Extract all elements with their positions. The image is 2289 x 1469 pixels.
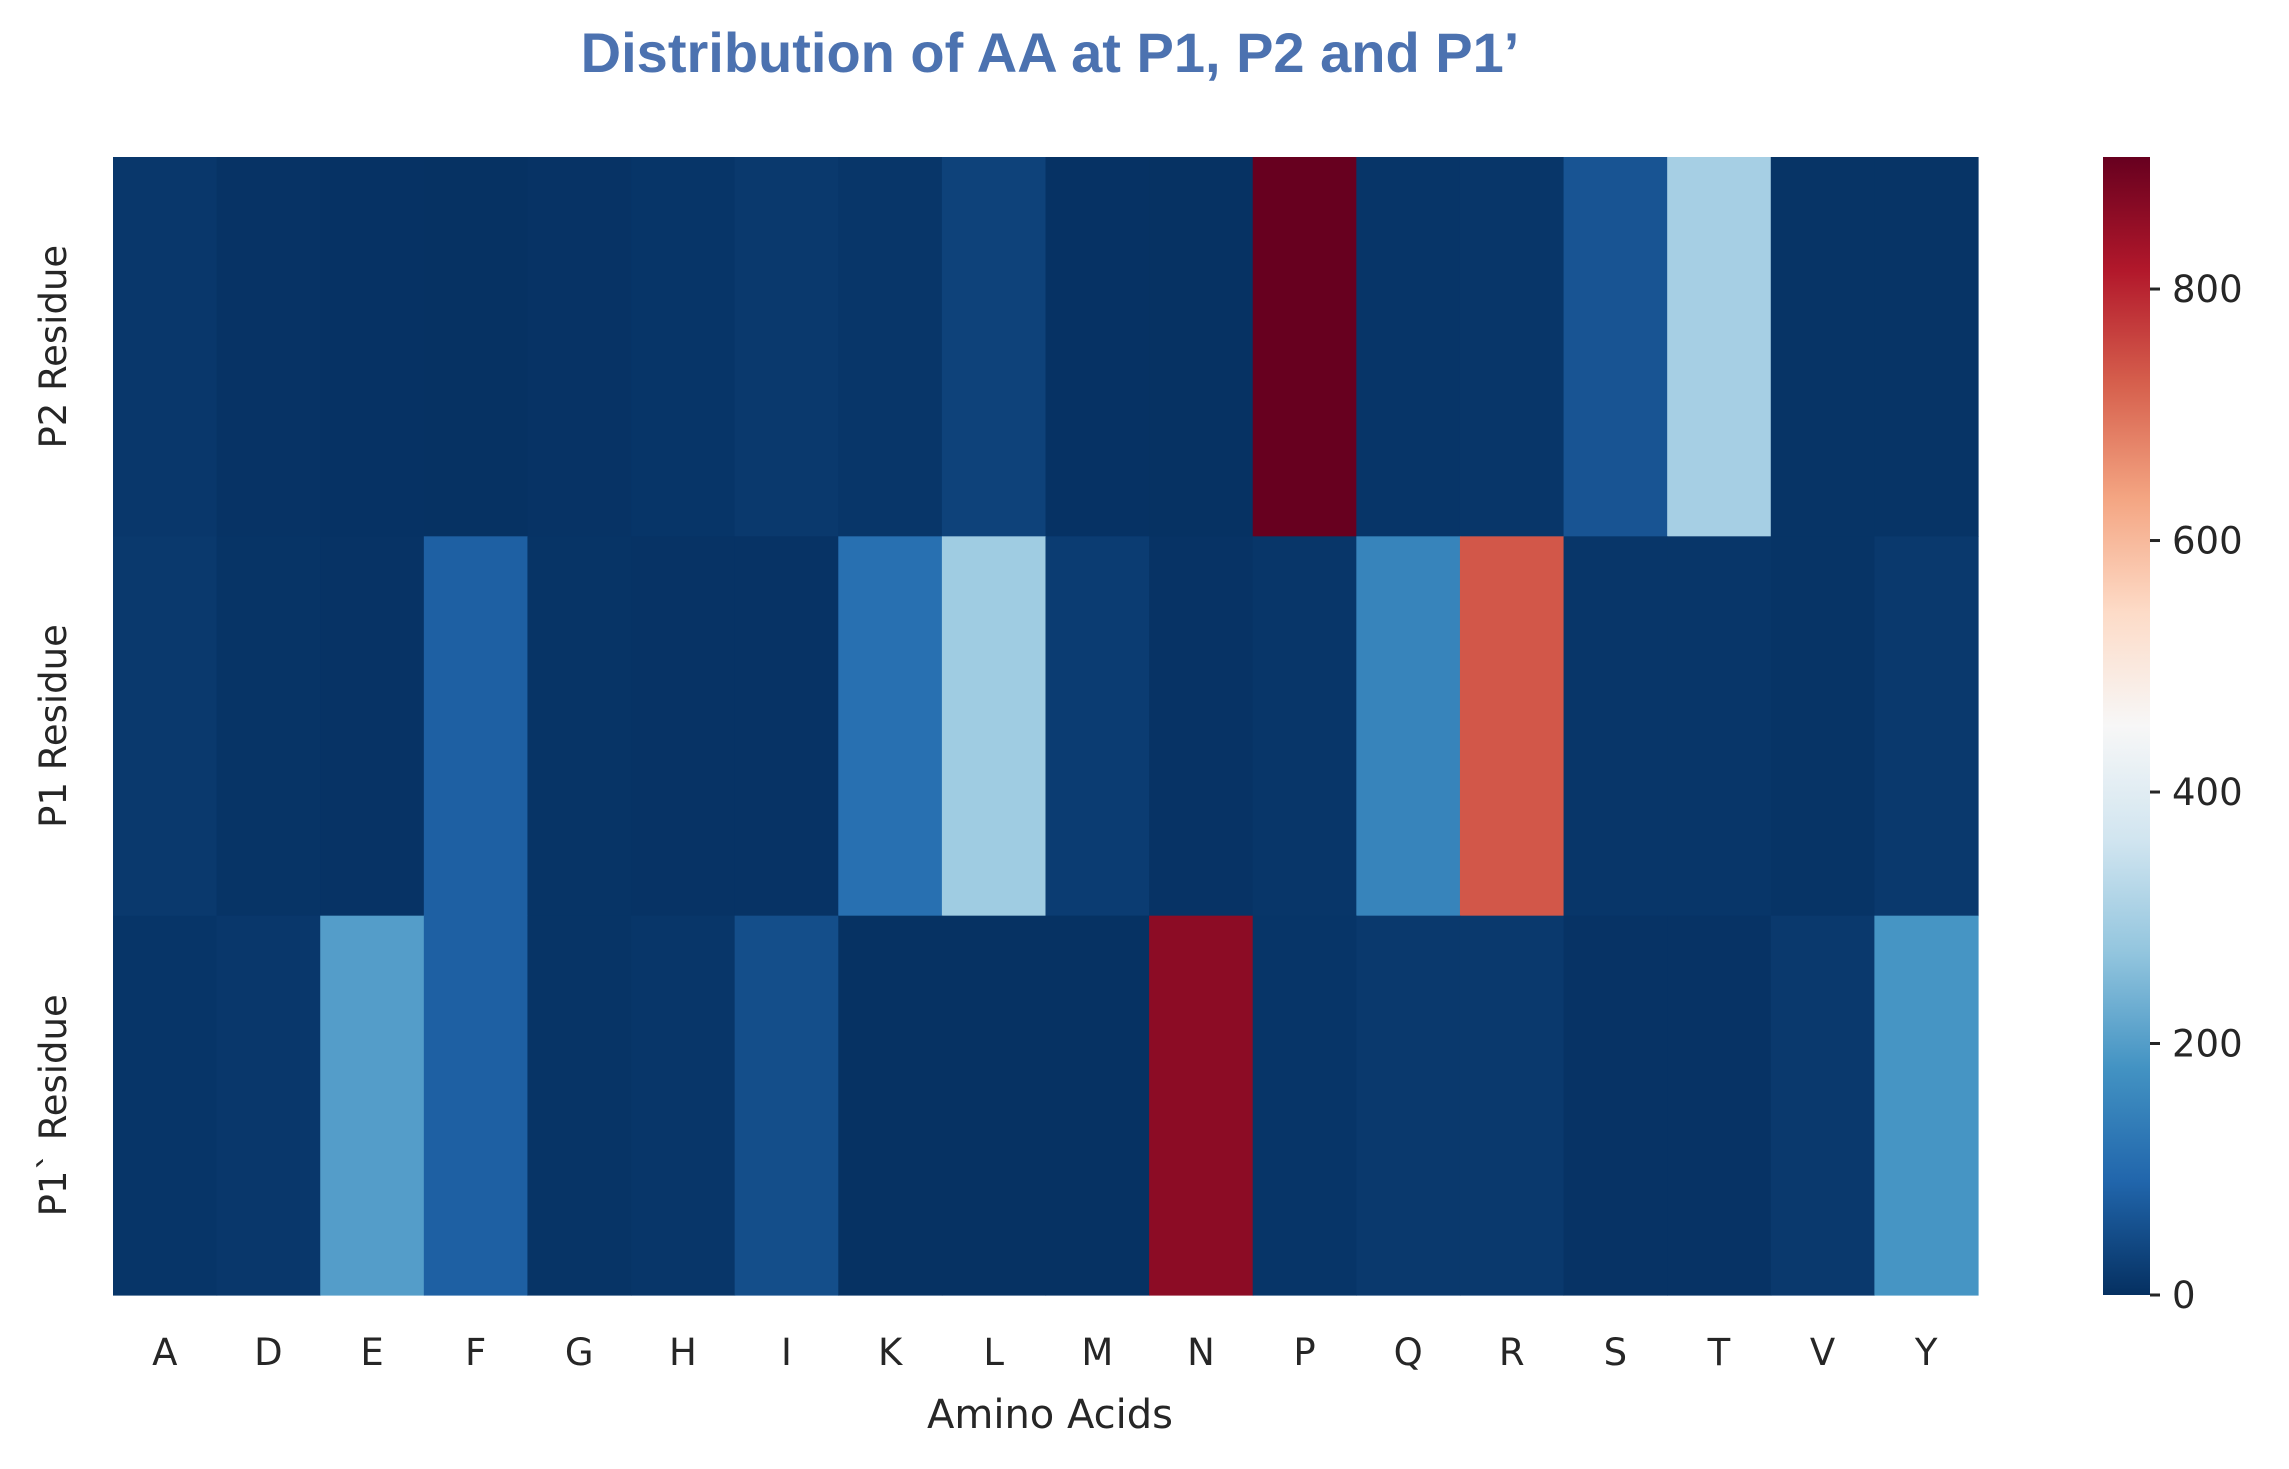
x-tick-label: D <box>254 1331 283 1374</box>
heatmap-cell-p1prime-m <box>1045 915 1150 1296</box>
colorbar-tick-label: 200 <box>2172 1023 2243 1066</box>
heatmap-cell-p2-s <box>1563 157 1668 537</box>
x-tick-label: G <box>565 1331 594 1374</box>
heatmap-cell-p2-t <box>1667 157 1772 537</box>
heatmap-cell-p2-q <box>1356 157 1461 537</box>
x-tick-label: N <box>1187 1331 1215 1374</box>
x-tick-label: T <box>1707 1331 1731 1374</box>
colorbar-tick-label: 600 <box>2172 520 2243 563</box>
heatmap-cell-p2-m <box>1045 157 1150 537</box>
heatmap-cell-p1prime-i <box>734 915 839 1296</box>
x-tick-label: Q <box>1394 1331 1423 1374</box>
heatmap-cell-p2-p <box>1252 157 1357 537</box>
heatmap-cell-p1prime-d <box>216 915 321 1296</box>
x-tick-label: I <box>781 1331 792 1374</box>
heatmap-cell-p1-h <box>631 536 736 917</box>
heatmap-cells <box>113 157 1979 1296</box>
heatmap-cell-p2-e <box>320 157 425 537</box>
heatmap-cell-p1prime-y <box>1874 915 1979 1296</box>
heatmap-cell-p1prime-a <box>113 915 218 1296</box>
x-tick-label: A <box>152 1331 177 1374</box>
colorbar <box>2103 157 2150 1295</box>
heatmap-cell-p1-v <box>1770 536 1875 917</box>
heatmap-cell-p1prime-l <box>941 915 1047 1296</box>
heatmap-cell-p1prime-t <box>1667 915 1772 1296</box>
heatmap-cell-p2-n <box>1149 157 1254 537</box>
heatmap-cell-p1prime-f <box>423 915 529 1296</box>
heatmap-cell-p1-s <box>1563 536 1668 917</box>
y-tick-labels: P2 Residue P1 Residue P1` Residue <box>32 245 75 1217</box>
heatmap-cell-p1-m <box>1045 536 1150 917</box>
heatmap-cell-p1prime-p <box>1252 915 1357 1296</box>
x-tick-label: F <box>465 1331 486 1374</box>
x-tick-label: H <box>669 1331 697 1374</box>
heatmap-cell-p2-f <box>423 157 529 537</box>
heatmap-cell-p1-d <box>216 536 321 917</box>
chart-title: Distribution of AA at P1, P2 and P1’ <box>581 21 1520 84</box>
x-tick-label: Y <box>1914 1331 1938 1374</box>
heatmap-cell-p1prime-n <box>1149 915 1254 1296</box>
heatmap-cell-p1-i <box>734 536 839 917</box>
heatmap-cell-p2-r <box>1459 157 1565 537</box>
heatmap-cell-p1-g <box>527 536 632 917</box>
heatmap-cell-p1-q <box>1356 536 1461 917</box>
heatmap-cell-p2-g <box>527 157 632 537</box>
heatmap-cell-p1prime-q <box>1356 915 1461 1296</box>
colorbar-tick-label: 800 <box>2172 268 2243 311</box>
heatmap-cell-p1prime-h <box>631 915 736 1296</box>
heatmap-cell-p1prime-g <box>527 915 632 1296</box>
heatmap-cell-p1prime-k <box>838 915 943 1296</box>
heatmap-cell-p1prime-r <box>1459 915 1565 1296</box>
heatmap-cell-p1-r <box>1459 536 1565 917</box>
heatmap-cell-p1-l <box>941 536 1047 917</box>
heatmap-cell-p1-a <box>113 536 218 917</box>
colorbar-tick-label: 400 <box>2172 771 2243 814</box>
y-tick-label: P2 Residue <box>32 245 75 449</box>
heatmap-cell-p2-v <box>1770 157 1875 537</box>
heatmap-cell-p1-e <box>320 536 425 917</box>
colorbar-tick-label: 0 <box>2172 1274 2196 1317</box>
x-tick-label: S <box>1604 1331 1628 1374</box>
heatmap-cell-p1-p <box>1252 536 1357 917</box>
y-tick-label: P1 Residue <box>32 624 75 828</box>
heatmap-cell-p2-l <box>941 157 1047 537</box>
x-tick-label: L <box>983 1331 1004 1374</box>
heatmap-cell-p2-a <box>113 157 218 537</box>
heatmap-cell-p1prime-e <box>320 915 425 1296</box>
x-tick-label: V <box>1810 1331 1835 1374</box>
heatmap-cell-p1-t <box>1667 536 1772 917</box>
heatmap-cell-p2-k <box>838 157 943 537</box>
x-tick-label: K <box>878 1331 904 1374</box>
heatmap-cell-p2-d <box>216 157 321 537</box>
heatmap-cell-p2-i <box>734 157 839 537</box>
heatmap-cell-p1-k <box>838 536 943 917</box>
y-tick-label: P1` Residue <box>32 994 75 1216</box>
x-tick-label: E <box>360 1331 383 1374</box>
heatmap-cell-p1-f <box>423 536 529 917</box>
heatmap-cell-p2-y <box>1874 157 1979 537</box>
heatmap-cell-p1-n <box>1149 536 1254 917</box>
heatmap-cell-p1prime-s <box>1563 915 1668 1296</box>
heatmap-cell-p1prime-v <box>1770 915 1875 1296</box>
heatmap-cell-p1-y <box>1874 536 1979 917</box>
x-tick-label: P <box>1293 1331 1315 1374</box>
x-tick-label: R <box>1499 1331 1525 1374</box>
heatmap-cell-p2-h <box>631 157 736 537</box>
x-axis-label: Amino Acids <box>927 1392 1173 1438</box>
x-tick-label: M <box>1081 1331 1113 1374</box>
colorbar-ticks: 0 200 400 600 800 <box>2150 268 2243 1317</box>
